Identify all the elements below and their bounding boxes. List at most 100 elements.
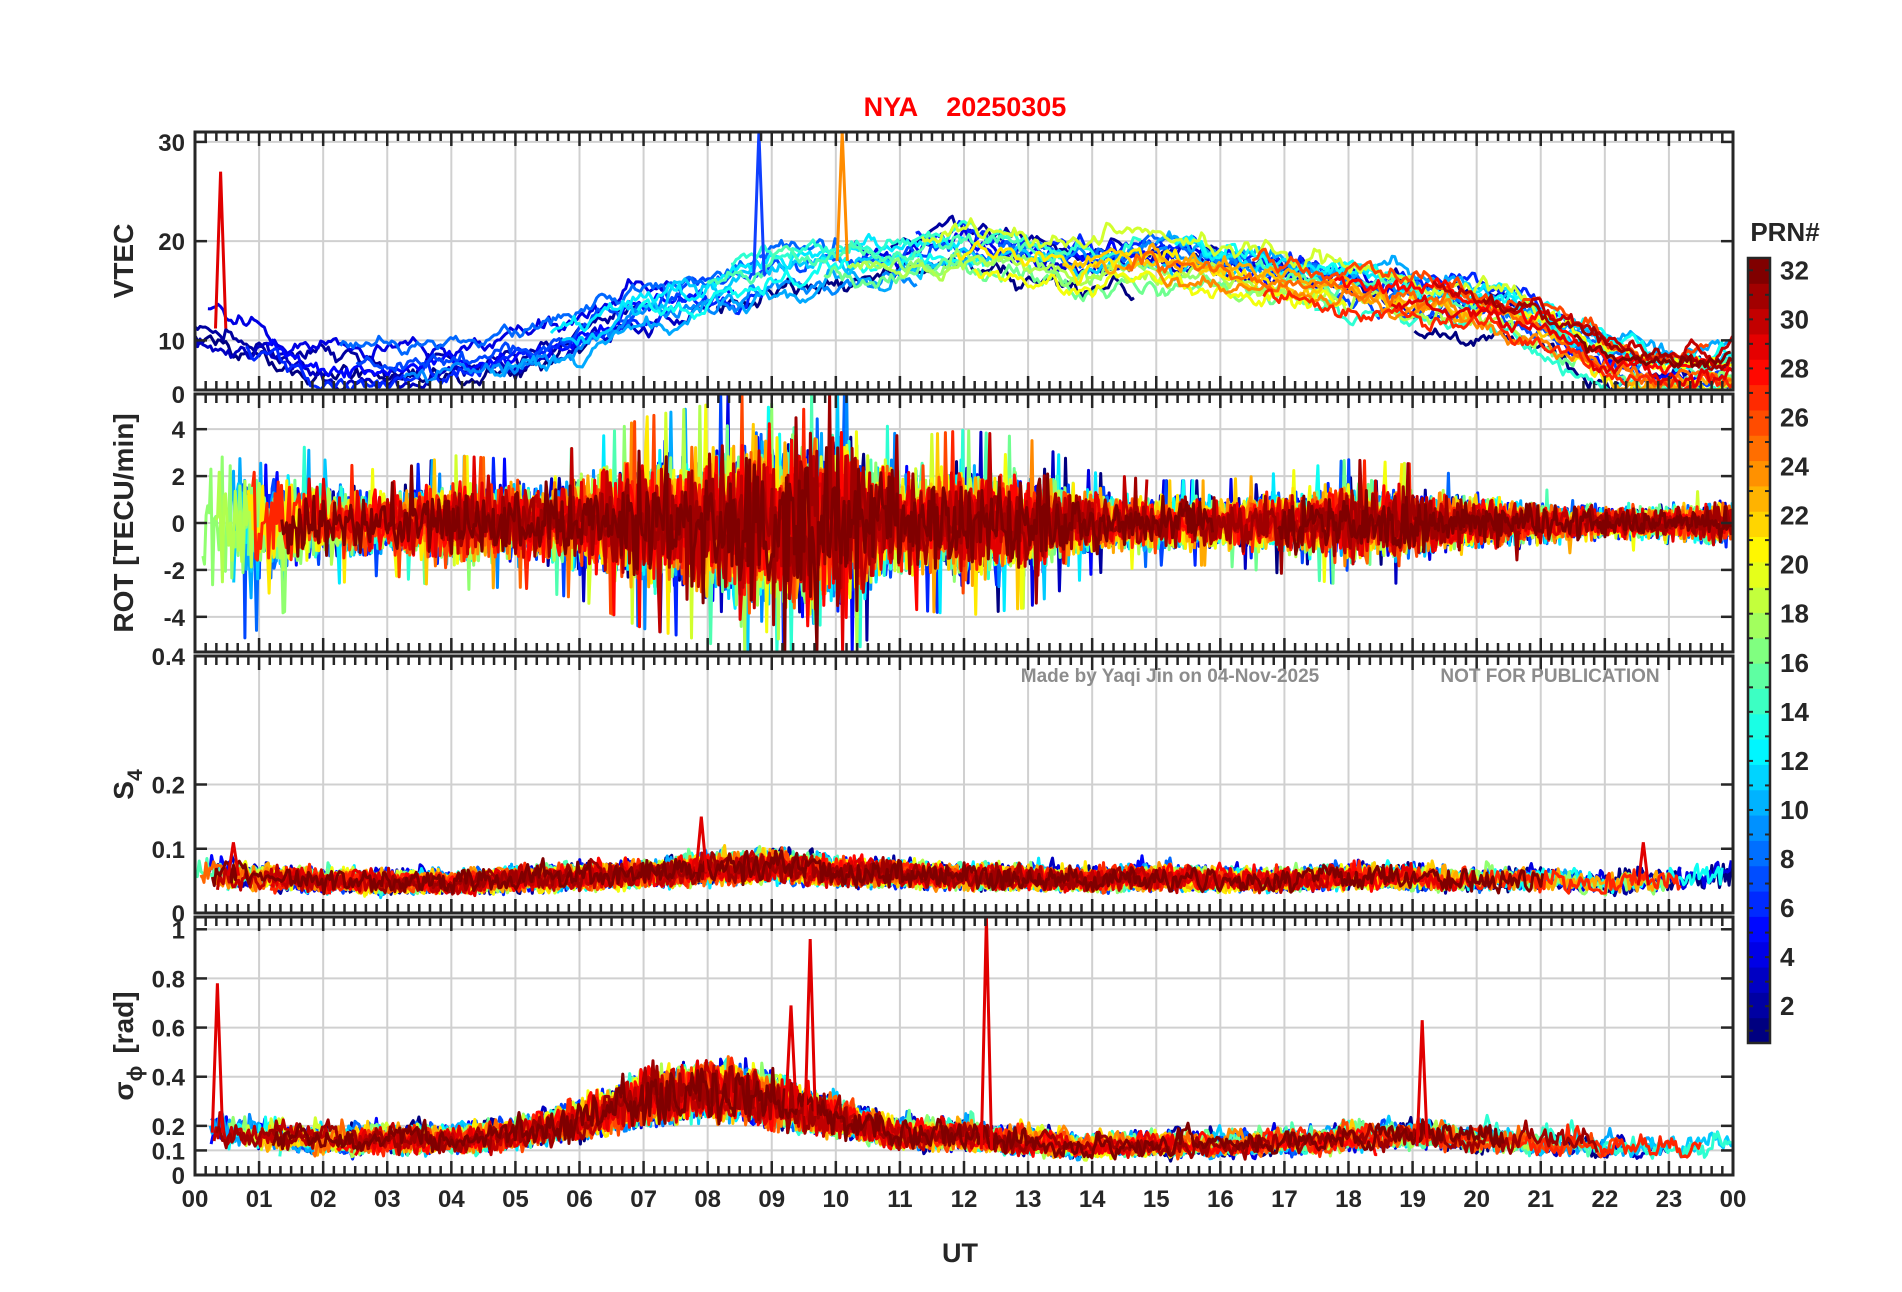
- series-line-prn-27: [1262, 288, 1733, 390]
- colorbar-cell: [1748, 460, 1770, 487]
- x-tick-label: 09: [758, 1186, 785, 1213]
- colorbar-cell: [1748, 435, 1770, 462]
- watermark-author: Made by Yaqi Jin on 04-Nov-2025: [1021, 666, 1320, 687]
- x-tick-label: 03: [374, 1186, 401, 1213]
- y-tick-label: 0: [172, 511, 185, 538]
- x-tick-label: 18: [1335, 1186, 1362, 1213]
- series-line-prn-21: [955, 240, 1284, 294]
- colorbar-tick-label: 10: [1780, 795, 1809, 825]
- series-line-prn-10: [489, 257, 974, 378]
- peak-spike: [1636, 842, 1650, 886]
- y-tick-label: -4: [164, 605, 186, 632]
- peak-spike: [752, 132, 766, 275]
- peak-spike: [210, 983, 225, 1133]
- series-line-prn-31: [215, 1059, 1599, 1161]
- peak-spike: [694, 816, 708, 873]
- colorbar-cell: [1748, 865, 1770, 892]
- x-tick-label: 19: [1399, 1186, 1426, 1213]
- colorbar-tick-label: 28: [1780, 353, 1809, 383]
- x-tick-label: 12: [951, 1186, 978, 1213]
- colorbar-cell: [1748, 409, 1770, 436]
- series-group: [195, 132, 1733, 390]
- y-tick-label: 0.6: [152, 1016, 185, 1043]
- colorbar-tick-label: 12: [1780, 746, 1809, 776]
- colorbar-cell: [1748, 384, 1770, 411]
- x-tick-label: 17: [1271, 1186, 1298, 1213]
- y-axis-label-main: ROT [TECU/min]: [108, 413, 139, 632]
- colorbar-cell: [1748, 789, 1770, 816]
- x-tick-label: 22: [1591, 1186, 1618, 1213]
- colorbar-cell: [1748, 941, 1770, 968]
- y-tick-label: 0.4: [152, 1065, 186, 1092]
- x-tick-label: 00: [1720, 1186, 1747, 1213]
- series-line-prn-22: [1062, 247, 1566, 344]
- y-tick-label: 0: [172, 1163, 185, 1190]
- colorbar-cell: [1748, 359, 1770, 386]
- series-line-prn-1: [1413, 327, 1733, 390]
- colorbar-cell: [1748, 815, 1770, 841]
- colorbar-cell: [1748, 587, 1770, 614]
- colorbar-cell: [1748, 283, 1770, 310]
- x-tick-label: 08: [694, 1186, 721, 1213]
- y-axis-label-unit: [rad]: [108, 991, 139, 1053]
- y-tick-label: 4: [172, 417, 186, 444]
- x-tick-label: 23: [1656, 1186, 1683, 1213]
- series-line-prn-28: [1333, 275, 1733, 375]
- x-tick-label: 21: [1527, 1186, 1554, 1213]
- colorbar-cell: [1748, 536, 1770, 563]
- colorbar-tick-label: 14: [1780, 697, 1809, 727]
- x-ticks: [204, 132, 1724, 390]
- colorbar-tick-label: 26: [1780, 402, 1809, 432]
- y-tick-label: 0: [172, 382, 185, 409]
- colorbar-cell: [1748, 713, 1770, 740]
- x-tick-label: 06: [566, 1186, 593, 1213]
- colorbar-tick-label: 8: [1780, 844, 1794, 874]
- y-axis-label-subscript: ϕ: [124, 1066, 147, 1082]
- colorbar-cell: [1748, 663, 1770, 689]
- colorbar-tick-label: 22: [1780, 501, 1809, 531]
- peak-spike: [835, 132, 849, 262]
- x-tick-label: 05: [502, 1186, 529, 1213]
- y-tick-label: 0: [172, 901, 185, 928]
- series-line-prn-12: [549, 232, 965, 334]
- colorbar-cell: [1748, 485, 1770, 512]
- peak-spike: [784, 1005, 798, 1109]
- series-line-prn-32: [1573, 333, 1731, 369]
- colorbar-tick-label: 32: [1780, 255, 1809, 285]
- series-line-prn-32: [271, 1066, 1505, 1161]
- panel-vtec: 10 20 30 VTEC: [108, 130, 1735, 392]
- colorbar-tick-label: 20: [1780, 550, 1809, 580]
- y-tick-label: 30: [158, 130, 185, 157]
- series-line-prn-29: [1390, 294, 1733, 388]
- station-name: NYA: [864, 92, 919, 122]
- panel-s4: 0 0.1 0.2 0.4 S4: [108, 644, 1735, 928]
- colorbar-cell: [1748, 739, 1770, 765]
- watermark-notice: NOT FOR PUBLICATION: [1440, 666, 1659, 687]
- y-axis-label: S4: [108, 769, 147, 800]
- series-line-prn-32: [1277, 489, 1732, 556]
- colorbar-tick-label: 6: [1780, 893, 1794, 923]
- y-axis-label-main: σ: [108, 1081, 139, 1100]
- x-tick-label: 00: [182, 1186, 209, 1213]
- y-tick-label: 0.4: [152, 644, 186, 671]
- colorbar-cell: [1748, 688, 1770, 715]
- y-axis-label-subscript: 4: [124, 769, 147, 781]
- colorbar-cell: [1748, 511, 1770, 538]
- colorbar-tick-label: 30: [1780, 304, 1809, 334]
- y-tick-label: 20: [158, 229, 185, 256]
- colorbar-cell: [1748, 916, 1770, 943]
- colorbar-cell: [1748, 764, 1770, 791]
- peak-spike: [803, 939, 817, 1117]
- colorbar-cell: [1748, 840, 1770, 867]
- colorbar-cell: [1748, 612, 1770, 639]
- colorbar-cell: [1748, 333, 1770, 360]
- x-ticks: [204, 917, 1724, 1175]
- x-ticks: [204, 656, 1724, 913]
- x-tick-label: 16: [1207, 1186, 1234, 1213]
- y-axis-label: VTEC: [108, 224, 139, 299]
- colorbar-tick-label: 16: [1780, 648, 1809, 678]
- y-axis-label: σϕ [rad]: [108, 991, 147, 1100]
- colorbar-cell: [1748, 637, 1770, 664]
